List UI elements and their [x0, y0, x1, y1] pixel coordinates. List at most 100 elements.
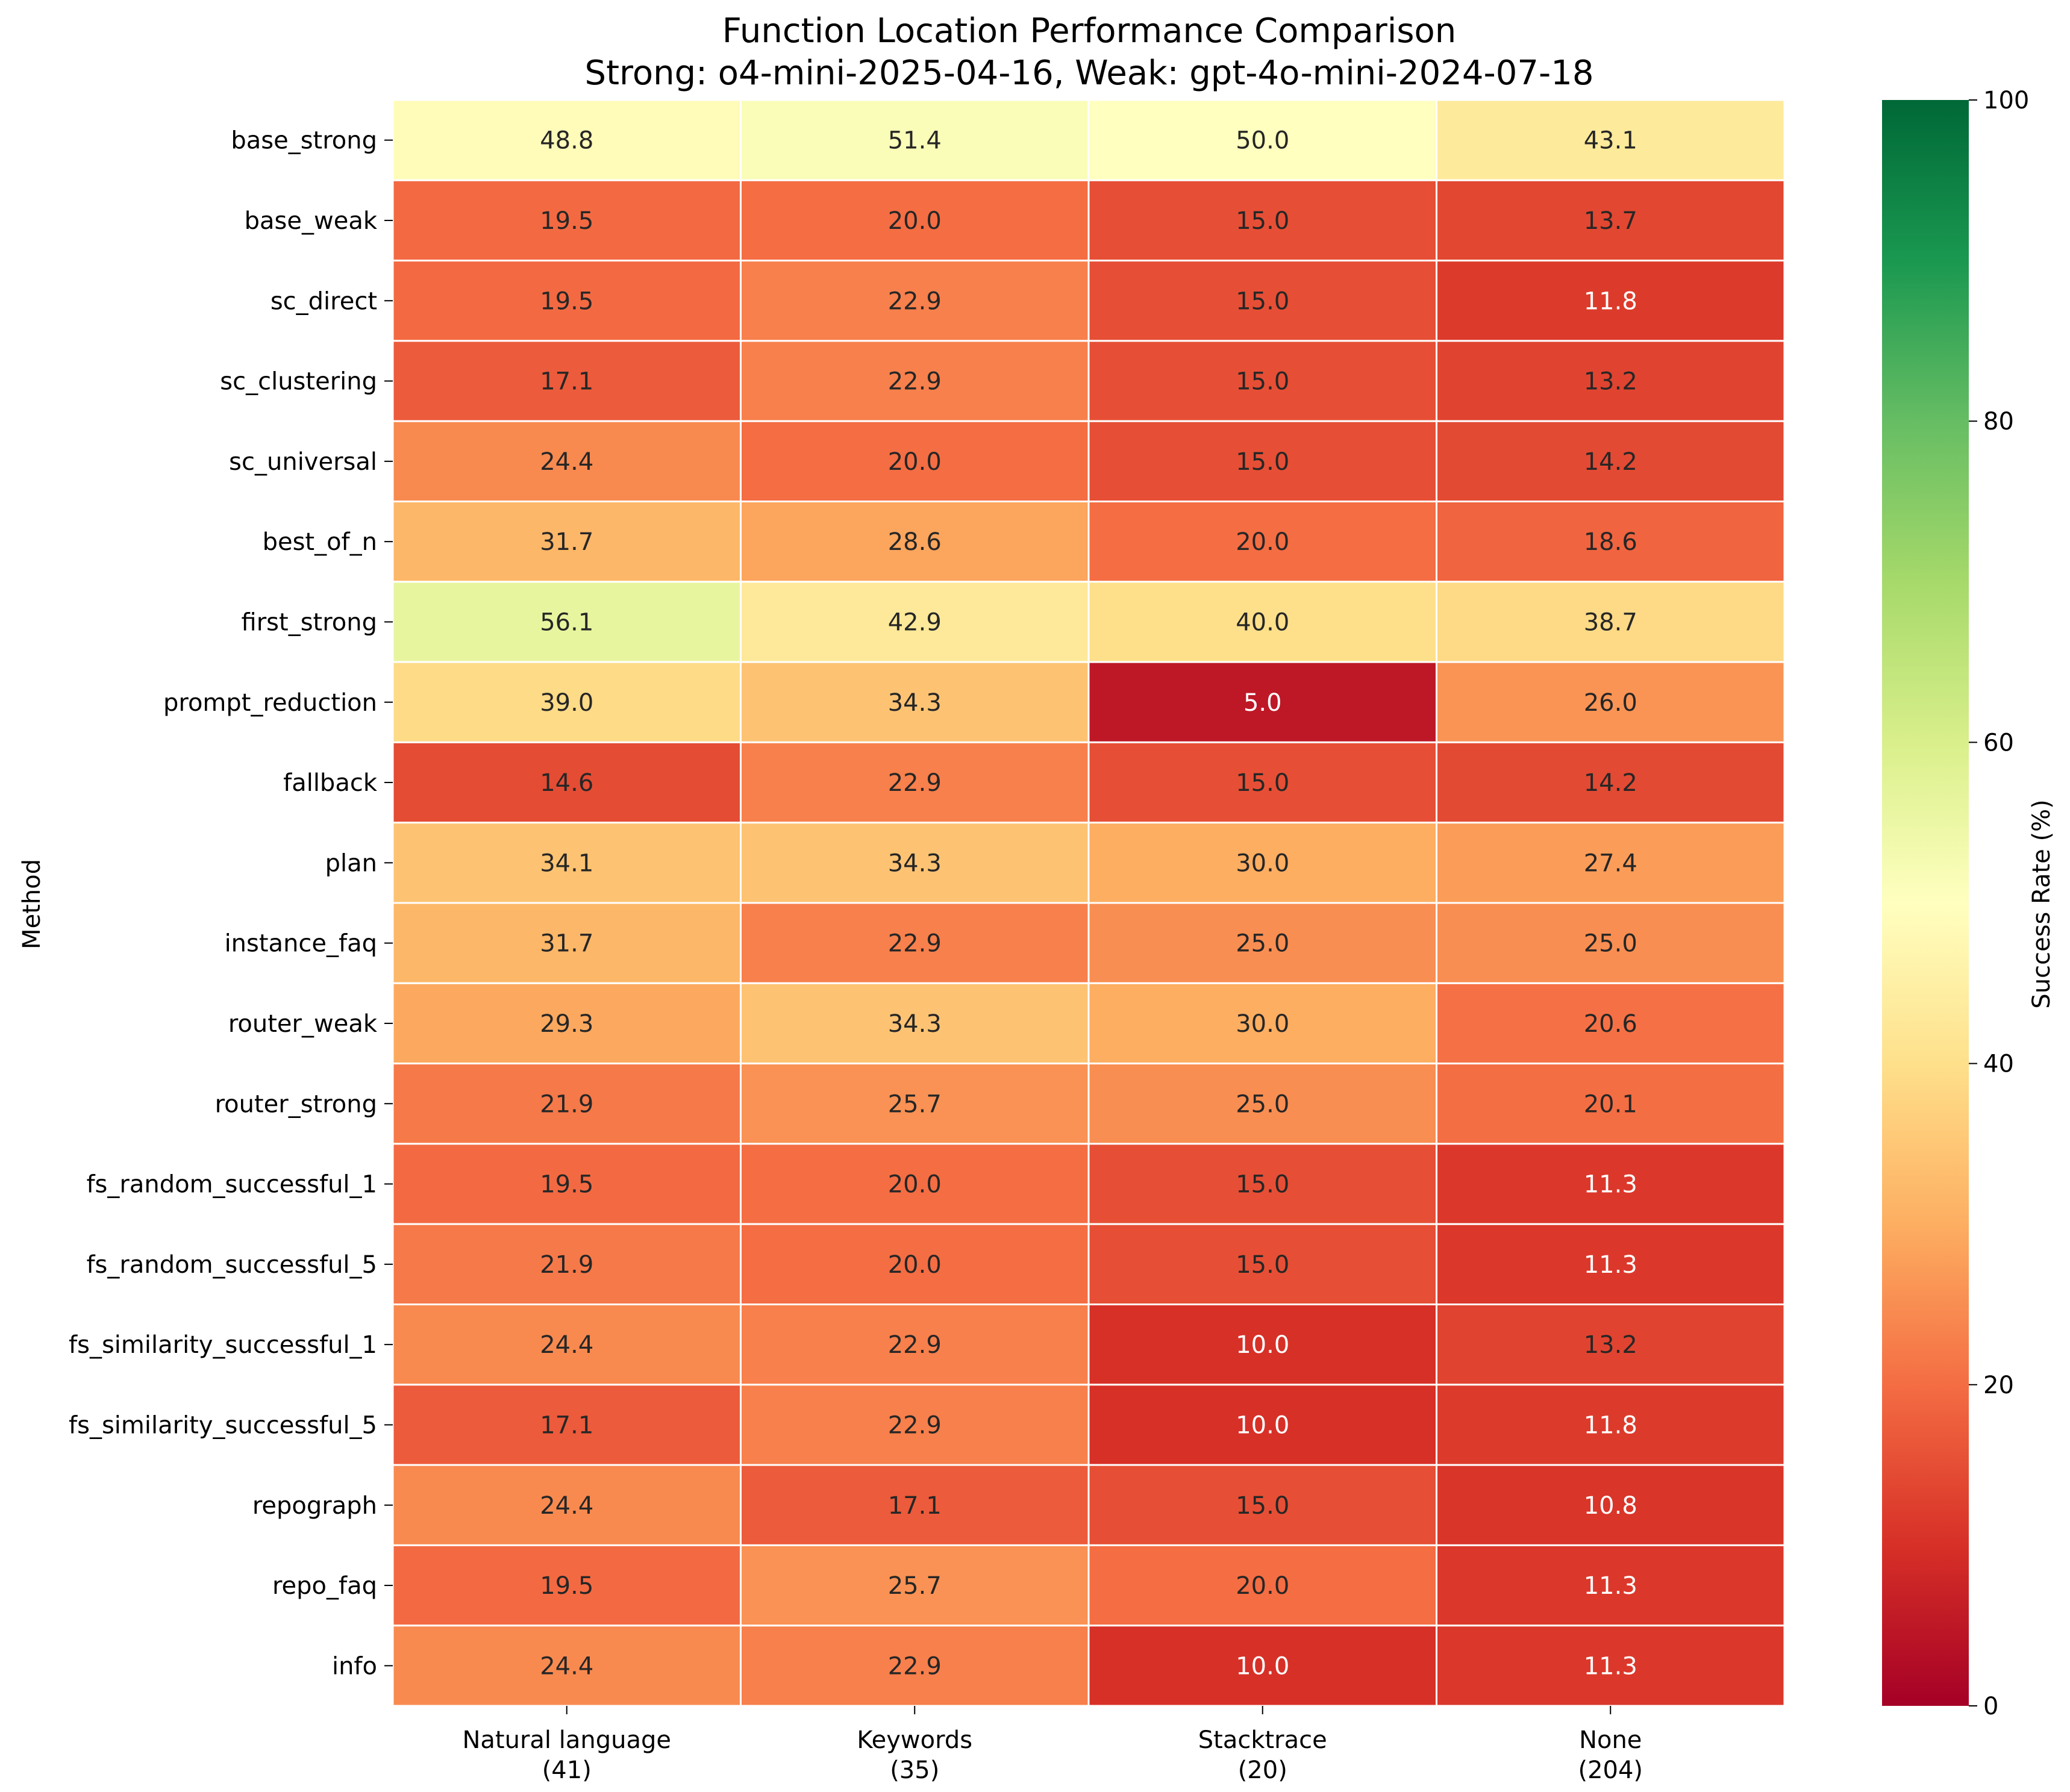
heatmap-cell: [1436, 1063, 1786, 1145]
column-label: None: [1579, 1726, 1642, 1754]
cell-value-label: 24.4: [540, 1492, 593, 1520]
cell-value-label: 22.9: [888, 1331, 942, 1359]
heatmap-cell: [1087, 420, 1437, 503]
column-label: Stacktrace: [1198, 1726, 1327, 1754]
cell-value-label: 27.4: [1584, 849, 1637, 877]
heatmap-cell: [1436, 1143, 1786, 1225]
heatmap-cell: [392, 340, 742, 422]
heatmap-cell: [1087, 1625, 1437, 1707]
row-label: sc_clustering: [220, 368, 377, 396]
cell-value-label: 20.0: [888, 207, 942, 235]
colorbar-tick-label: 100: [1983, 87, 2029, 114]
heatmap-cell: [1087, 1143, 1437, 1225]
row-label: fs_random_successful_5: [86, 1251, 377, 1279]
cell-value-label: 25.7: [888, 1090, 942, 1118]
cell-value-label: 34.3: [888, 1010, 942, 1038]
cell-value-label: 15.0: [1236, 1251, 1289, 1279]
heatmap-cell: [1087, 661, 1437, 743]
row-label: sc_direct: [270, 287, 377, 315]
cell-value-label: 5.0: [1243, 689, 1282, 717]
heatmap-cell: [1087, 99, 1437, 181]
cell-value-label: 24.4: [540, 448, 593, 476]
heatmap-cell: [392, 1464, 742, 1546]
column-label: Natural language: [463, 1726, 671, 1754]
cell-value-label: 25.0: [1236, 1090, 1289, 1118]
heatmap-cell: [392, 661, 742, 743]
row-label: sc_universal: [229, 448, 377, 476]
heatmap-cell: [1436, 260, 1786, 342]
cell-value-label: 24.4: [540, 1652, 593, 1680]
cell-value-label: 20.0: [1236, 528, 1289, 556]
cell-value-label: 10.8: [1584, 1492, 1637, 1520]
heatmap-cell: [392, 982, 742, 1065]
heatmap-cell: [740, 902, 1090, 984]
heatmap-cell: [1087, 1384, 1437, 1466]
heatmap-cell: [740, 822, 1090, 904]
colorbar-tick-label: 40: [1983, 1051, 2014, 1078]
heatmap-cell: [1436, 982, 1786, 1065]
cell-value-label: 20.0: [888, 448, 942, 476]
cell-value-label: 31.7: [540, 528, 593, 556]
cell-value-label: 20.0: [1236, 1572, 1289, 1600]
heatmap-cell: [392, 1625, 742, 1707]
cell-value-label: 19.5: [540, 207, 593, 235]
cell-value-label: 19.5: [540, 287, 593, 315]
cell-value-label: 11.3: [1584, 1251, 1637, 1279]
row-label: repo_faq: [272, 1572, 377, 1600]
cell-value-label: 15.0: [1236, 207, 1289, 235]
heatmap-cell: [392, 501, 742, 583]
column-count-label: (41): [542, 1756, 592, 1784]
colorbar: [1882, 100, 1969, 1706]
cell-value-label: 34.3: [888, 689, 942, 717]
colorbar-tick-label: 80: [1983, 408, 2014, 436]
heatmap-cell: [1087, 822, 1437, 904]
cell-value-label: 20.0: [888, 1251, 942, 1279]
heatmap-cell: [1436, 902, 1786, 984]
cell-value-label: 15.0: [1236, 1171, 1289, 1199]
cell-value-label: 25.0: [1236, 930, 1289, 958]
cell-value-label: 21.9: [540, 1090, 593, 1118]
cell-value-label: 25.0: [1584, 930, 1637, 958]
cell-value-label: 15.0: [1236, 368, 1289, 396]
row-label: prompt_reduction: [163, 689, 377, 717]
heatmap-cell: [1436, 1303, 1786, 1386]
row-label: fs_similarity_successful_5: [69, 1411, 377, 1439]
cell-value-label: 51.4: [888, 127, 942, 155]
colorbar-label: Success Rate (%): [2028, 799, 2056, 1008]
heatmap-cell: [1436, 1464, 1786, 1546]
cell-value-label: 21.9: [540, 1251, 593, 1279]
heatmap-cell: [392, 179, 742, 262]
heatmap-cell: [740, 1625, 1090, 1707]
heatmap-cell: [740, 982, 1090, 1065]
cell-value-label: 17.1: [540, 1411, 593, 1439]
cell-value-label: 15.0: [1236, 448, 1289, 476]
cell-value-label: 48.8: [540, 127, 593, 155]
colorbar-tick-label: 60: [1983, 729, 2014, 757]
heatmap-cell: [392, 99, 742, 181]
heatmap-cell: [1087, 902, 1437, 984]
cell-value-label: 14.2: [1584, 448, 1637, 476]
heatmap-cell: [740, 1464, 1090, 1546]
heatmap-cell: [1436, 822, 1786, 904]
heatmap-cell: [392, 1303, 742, 1386]
row-labels: base_strong base_weak sc_direct sc_clusteri…: [69, 127, 393, 1680]
cell-value-label: 11.3: [1584, 1572, 1637, 1600]
cell-value-label: 30.0: [1236, 849, 1289, 877]
cell-value-label: 10.0: [1236, 1652, 1289, 1680]
column-count-label: (20): [1238, 1756, 1287, 1784]
cell-value-label: 20.1: [1584, 1090, 1637, 1118]
cell-value-label: 25.7: [888, 1572, 942, 1600]
row-label: fs_random_successful_1: [86, 1171, 377, 1199]
cell-value-label: 26.0: [1584, 689, 1637, 717]
y-axis-label: Method: [18, 859, 46, 949]
cell-value-label: 22.9: [888, 1652, 942, 1680]
heatmap-cell: [1436, 179, 1786, 262]
heatmap-cell: [740, 1143, 1090, 1225]
row-label: base_weak: [245, 207, 378, 235]
row-label: fs_similarity_successful_1: [69, 1331, 377, 1359]
heatmap-cell: [1436, 581, 1786, 663]
cell-value-label: 43.1: [1584, 127, 1637, 155]
cell-value-label: 20.0: [888, 1171, 942, 1199]
